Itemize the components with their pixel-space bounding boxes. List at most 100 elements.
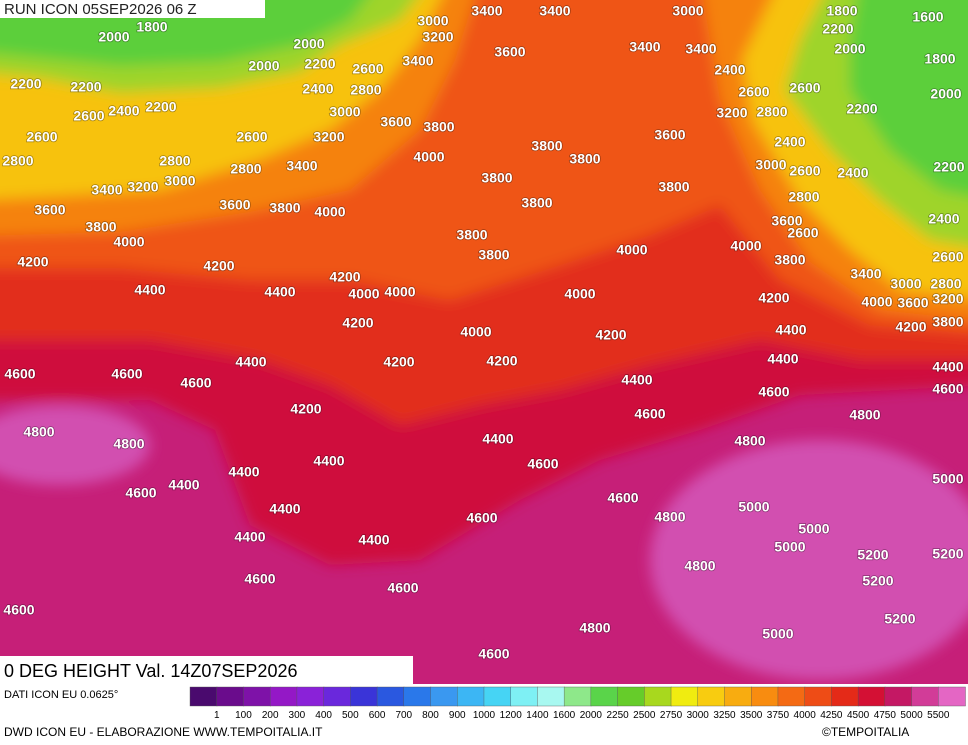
contour-label: 2600 bbox=[789, 80, 820, 96]
contour-label: 4800 bbox=[684, 558, 715, 574]
contour-label: 3200 bbox=[932, 291, 963, 307]
colorbar-label: 700 bbox=[395, 710, 412, 721]
contour-label: 2000 bbox=[834, 41, 865, 57]
contour-label: 4000 bbox=[348, 286, 379, 302]
contour-label: 2800 bbox=[2, 153, 33, 169]
contour-label: 4000 bbox=[730, 238, 761, 254]
contour-label: 3800 bbox=[521, 195, 552, 211]
contour-label: 3400 bbox=[91, 182, 122, 198]
contour-label: 3400 bbox=[685, 41, 716, 57]
contour-label: 4600 bbox=[125, 485, 156, 501]
colorbar-label: 200 bbox=[262, 710, 279, 721]
contour-label: 4600 bbox=[932, 381, 963, 397]
colorbar-swatch bbox=[403, 686, 432, 707]
contour-label: 4600 bbox=[387, 580, 418, 596]
contour-label: 2200 bbox=[933, 159, 964, 175]
contour-label: 4200 bbox=[895, 319, 926, 335]
colorbar-swatch bbox=[911, 686, 939, 707]
contour-label: 4000 bbox=[314, 204, 345, 220]
colorbar-label: 3000 bbox=[687, 710, 710, 721]
contour-label: 2600 bbox=[26, 129, 57, 145]
contour-label: 3800 bbox=[658, 179, 689, 195]
contour-label: 2600 bbox=[787, 225, 818, 241]
contour-label: 2800 bbox=[159, 153, 190, 169]
colorbar-label: 100 bbox=[235, 710, 252, 721]
contour-label: 3800 bbox=[456, 227, 487, 243]
contour-label: 4400 bbox=[313, 453, 344, 469]
colorbar-label: 2500 bbox=[633, 710, 656, 721]
contour-label: 3000 bbox=[890, 276, 921, 292]
contour-label: 2000 bbox=[293, 36, 324, 52]
contour-label: 2400 bbox=[837, 165, 868, 181]
source-label: DATI ICON EU 0.0625° bbox=[4, 689, 118, 701]
contour-labels: 3000 3400 3400 3000 1800 1600 2000 1800 3200 2200… bbox=[2, 2, 966, 663]
colorbar-label: 2000 bbox=[580, 710, 603, 721]
contour-label: 4600 bbox=[466, 510, 497, 526]
contour-label: 4000 bbox=[616, 242, 647, 258]
colorbar-swatch bbox=[697, 686, 726, 707]
contour-label: 4000 bbox=[564, 286, 595, 302]
contour-label: 3800 bbox=[481, 170, 512, 186]
field-label: 0 DEG HEIGHT Val. 14Z07SEP2026 bbox=[4, 661, 297, 681]
contour-label: 4800 bbox=[654, 509, 685, 525]
colorbar-swatch bbox=[430, 686, 458, 707]
contour-label: 3400 bbox=[471, 3, 502, 19]
colorbar-swatch bbox=[751, 686, 779, 707]
contour-label: 3600 bbox=[494, 44, 525, 60]
field-region bbox=[0, 405, 150, 485]
contour-label: 2600 bbox=[738, 84, 769, 100]
colorbar-swatch bbox=[376, 686, 405, 707]
contour-label: 2800 bbox=[350, 82, 381, 98]
colorbar-label: 2750 bbox=[660, 710, 683, 721]
colorbar-swatch bbox=[884, 686, 913, 707]
contour-label: 4600 bbox=[634, 406, 665, 422]
contour-label: 3600 bbox=[897, 295, 928, 311]
colorbar-swatch bbox=[243, 686, 271, 707]
colorbar-swatch bbox=[777, 686, 806, 707]
contour-label: 4800 bbox=[734, 433, 765, 449]
contour-label: 4400 bbox=[482, 431, 513, 447]
contour-label: 5000 bbox=[738, 499, 769, 515]
colorbar-swatch bbox=[804, 686, 833, 707]
contour-label: 2800 bbox=[756, 104, 787, 120]
colorbar-label: 1400 bbox=[526, 710, 549, 721]
contour-label: 3000 bbox=[164, 173, 195, 189]
contour-label: 3200 bbox=[716, 105, 747, 121]
contour-label: 3400 bbox=[850, 266, 881, 282]
colorbar-label: 3250 bbox=[713, 710, 736, 721]
contour-label: 2200 bbox=[70, 79, 101, 95]
contour-label: 4400 bbox=[228, 464, 259, 480]
contour-label: 4200 bbox=[595, 327, 626, 343]
contour-label: 4200 bbox=[17, 254, 48, 270]
colorbar-label: 4750 bbox=[874, 710, 897, 721]
contour-label: 3000 bbox=[672, 3, 703, 19]
contour-label: 4400 bbox=[358, 532, 389, 548]
colorbar-label: 300 bbox=[289, 710, 306, 721]
contour-label: 5200 bbox=[862, 573, 893, 589]
colorbar-label: 4500 bbox=[847, 710, 870, 721]
field-region bbox=[850, 0, 968, 196]
contour-label: 4800 bbox=[113, 436, 144, 452]
contour-label: 4600 bbox=[758, 384, 789, 400]
contour-label: 5000 bbox=[774, 539, 805, 555]
colorbar-label: 4000 bbox=[794, 710, 817, 721]
contour-label: 4200 bbox=[486, 353, 517, 369]
contour-label: 4400 bbox=[234, 529, 265, 545]
contour-label: 3800 bbox=[478, 247, 509, 263]
colorbar-label: 1600 bbox=[553, 710, 576, 721]
colorbar-swatch bbox=[537, 686, 565, 707]
contour-label: 5200 bbox=[884, 611, 915, 627]
contour-label: 3600 bbox=[771, 213, 802, 229]
contour-label: 3400 bbox=[402, 53, 433, 69]
contour-label: 3000 bbox=[417, 13, 448, 29]
colorbar-label: 600 bbox=[369, 710, 386, 721]
contour-label: 3800 bbox=[932, 314, 963, 330]
contour-label: 2000 bbox=[930, 86, 961, 102]
colorbar-swatch bbox=[831, 686, 859, 707]
contour-label: 4000 bbox=[460, 324, 491, 340]
contour-label: 2400 bbox=[302, 81, 333, 97]
colorbar-swatch bbox=[724, 686, 752, 707]
contour-label: 4000 bbox=[113, 234, 144, 250]
contour-label: 4200 bbox=[329, 269, 360, 285]
